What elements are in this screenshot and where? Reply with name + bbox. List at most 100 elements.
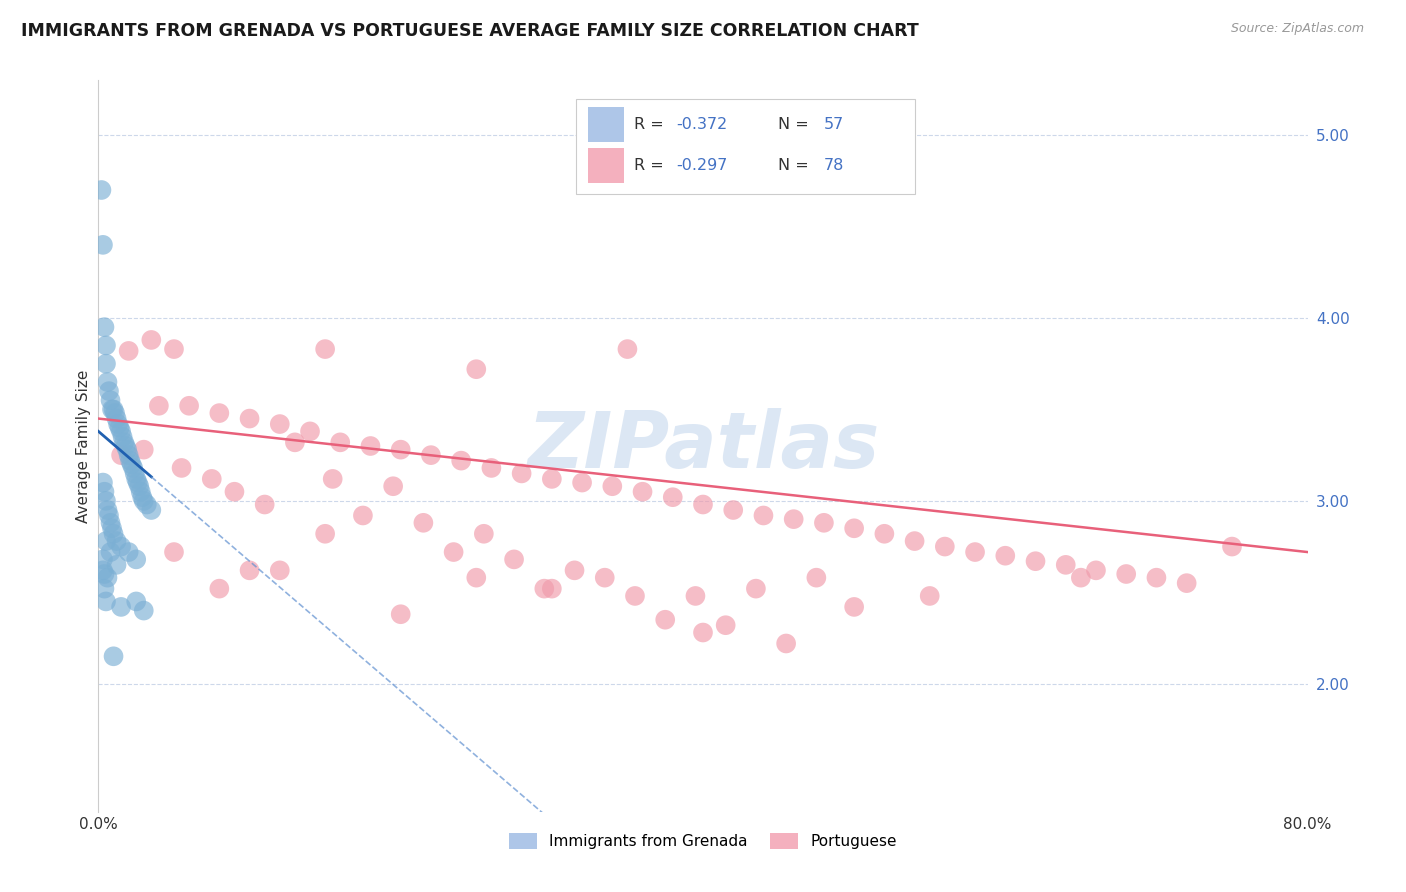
Point (93, 582, 115, 596)
Point (118, 448, 141, 462)
Point (110, 540, 132, 554)
Point (994, 549, 1017, 563)
Point (692, 498, 714, 512)
Point (110, 425, 132, 439)
Point (201, 472, 224, 486)
Point (148, 399, 170, 413)
Point (101, 521, 124, 535)
Text: N =: N = (778, 117, 808, 132)
Point (322, 472, 344, 486)
Point (540, 582, 562, 596)
Point (934, 540, 956, 554)
Point (224, 484, 246, 499)
Point (105, 411, 128, 425)
FancyBboxPatch shape (576, 99, 915, 194)
Point (163, 342, 186, 356)
Point (813, 516, 835, 530)
Point (122, 461, 145, 475)
Point (101, 402, 124, 417)
Point (692, 625, 714, 640)
Text: R =: R = (634, 117, 664, 132)
Point (127, 475, 149, 490)
Point (269, 417, 291, 431)
Point (314, 526, 336, 541)
Point (723, 503, 745, 517)
Point (1220, 540, 1243, 554)
Point (571, 475, 593, 490)
Point (389, 607, 412, 622)
Point (141, 333, 163, 347)
Point (965, 545, 987, 559)
Point (299, 425, 322, 439)
Point (104, 406, 127, 420)
Point (100, 393, 122, 408)
Point (624, 589, 647, 603)
Point (360, 439, 382, 453)
Point (105, 534, 128, 549)
Point (752, 508, 775, 523)
Point (131, 490, 153, 504)
Point (91, 563, 114, 577)
Point (125, 472, 148, 486)
Point (382, 479, 405, 493)
Point (1085, 563, 1108, 577)
Point (93, 484, 115, 499)
Point (114, 439, 136, 453)
Point (1054, 558, 1077, 572)
Text: R =: R = (634, 159, 664, 173)
Point (170, 461, 193, 475)
Point (540, 472, 562, 486)
Point (412, 516, 434, 530)
Point (503, 552, 526, 566)
Point (132, 442, 155, 457)
Point (314, 342, 336, 356)
Point (141, 503, 163, 517)
Point (329, 435, 352, 450)
Point (352, 508, 374, 523)
Point (745, 582, 768, 596)
Point (125, 594, 148, 608)
Point (631, 484, 654, 499)
Text: ZIPatlas: ZIPatlas (527, 408, 879, 484)
Point (93, 320, 115, 334)
Point (775, 636, 797, 650)
Point (120, 453, 142, 467)
Point (533, 582, 555, 596)
Bar (588, 148, 624, 184)
Bar (588, 107, 624, 142)
Point (112, 435, 135, 450)
Point (844, 521, 866, 535)
Legend: Immigrants from Grenada, Portuguese: Immigrants from Grenada, Portuguese (503, 827, 903, 855)
Text: -0.372: -0.372 (676, 117, 728, 132)
Point (510, 467, 533, 481)
Point (654, 613, 676, 627)
Point (465, 362, 488, 376)
Point (103, 526, 125, 541)
Point (918, 589, 941, 603)
Point (124, 467, 146, 481)
Point (239, 563, 262, 577)
Point (472, 526, 495, 541)
Point (93, 567, 115, 582)
Point (1024, 554, 1046, 568)
Point (96, 503, 118, 517)
Text: N =: N = (778, 159, 808, 173)
Point (110, 448, 132, 462)
Point (685, 589, 707, 603)
Point (121, 457, 143, 471)
Point (904, 534, 927, 549)
Point (108, 421, 131, 435)
Point (118, 545, 141, 559)
Point (1146, 571, 1168, 585)
Point (783, 512, 806, 526)
Point (481, 461, 503, 475)
Point (115, 442, 138, 457)
Point (132, 603, 155, 617)
Point (103, 649, 125, 664)
Point (389, 442, 412, 457)
Text: IMMIGRANTS FROM GRENADA VS PORTUGUESE AVERAGE FAMILY SIZE CORRELATION CHART: IMMIGRANTS FROM GRENADA VS PORTUGUESE AV… (21, 22, 920, 40)
Point (450, 453, 472, 467)
Point (443, 545, 465, 559)
Point (107, 417, 129, 431)
Point (129, 484, 152, 499)
